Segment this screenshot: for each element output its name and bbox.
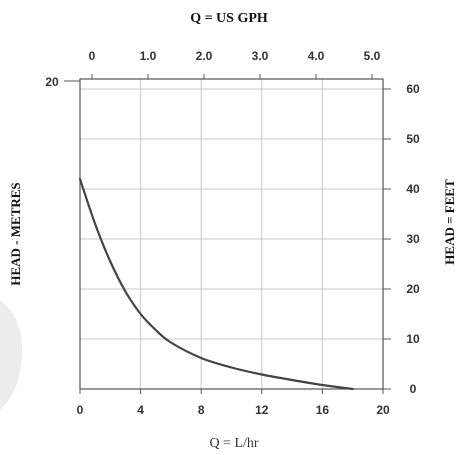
y-right-tick-label: 10	[406, 332, 420, 346]
y-axis-label-left: HEAD - METRES	[8, 182, 23, 285]
x-top-tick-label: 2.0	[196, 49, 213, 63]
x-top-tick-label: 4.0	[308, 49, 325, 63]
y-right-tick-label: 0	[410, 382, 417, 396]
x-top-tick-label: 1.0	[140, 49, 157, 63]
left-shade-decoration	[0, 300, 23, 410]
plot-frame	[79, 78, 384, 390]
y-right-tick-label: 30	[406, 232, 420, 246]
y-right-tick-label: 50	[406, 132, 420, 146]
x-top-tick-label: 5.0	[364, 49, 381, 63]
y-right-tick-label: 20	[406, 282, 420, 296]
x-top-ticks: 0 1.0 2.0 3.0 4.0 5.0	[89, 49, 381, 79]
x-bottom-tick-label: 8	[198, 403, 205, 417]
x-bottom-tick-label: 4	[137, 403, 144, 417]
series-line-pump-curve	[78, 177, 354, 391]
y-axis-label-right: HEAD = FEET	[442, 179, 457, 265]
x-top-tick-label: 0	[89, 49, 96, 63]
x-top-tick-label: 3.0	[252, 49, 269, 63]
x-axis-label: Q = L/hr	[209, 436, 258, 451]
x-bottom-tick-label: 20	[376, 403, 390, 417]
y-left-ticks: 20	[45, 75, 80, 89]
x-bottom-tick-label: 0	[77, 403, 84, 417]
x-bottom-tick-label: 16	[316, 403, 330, 417]
y-right-tick-label: 60	[406, 82, 420, 96]
series-layer	[78, 177, 354, 391]
y-right-tick-label: 40	[406, 182, 420, 196]
x-bottom-ticks: 0 4 8 12 16 20	[77, 389, 390, 417]
y-right-ticks: 60 50 40 30 20 10 0	[383, 82, 420, 396]
y-left-tick-label: 20	[45, 75, 59, 89]
grid	[79, 79, 384, 390]
x-bottom-tick-label: 12	[255, 403, 269, 417]
chart-title: Q = US GPH	[190, 11, 268, 26]
